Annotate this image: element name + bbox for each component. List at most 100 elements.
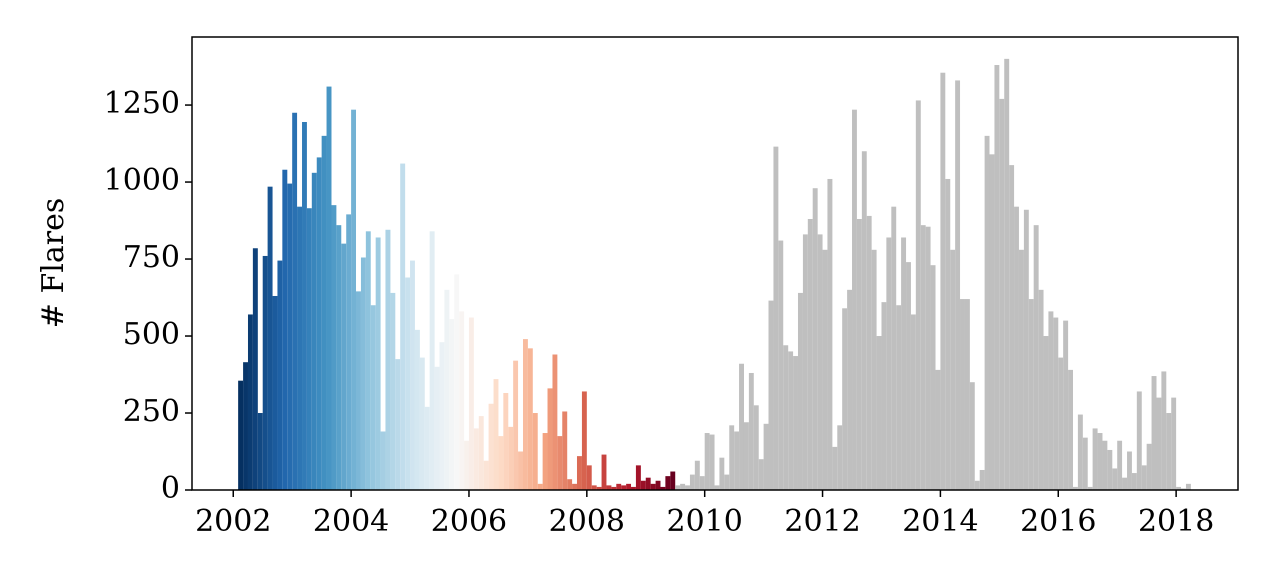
bar	[631, 486, 636, 490]
bar	[1018, 249, 1024, 490]
bar	[945, 178, 951, 491]
bar	[316, 157, 322, 491]
y-tick-label: 500	[123, 317, 180, 352]
bar	[1023, 209, 1029, 490]
x-tick-label: 2016	[1020, 504, 1096, 539]
bar	[1102, 440, 1108, 490]
bar	[277, 260, 283, 490]
bar	[1048, 311, 1054, 490]
bar	[1151, 376, 1157, 490]
bar	[950, 249, 956, 490]
bar	[606, 485, 612, 490]
bar	[822, 249, 828, 490]
bar	[385, 229, 391, 491]
bar	[704, 433, 710, 490]
bar	[999, 98, 1005, 490]
bar	[1053, 317, 1059, 490]
bar	[906, 262, 911, 490]
bar	[567, 479, 573, 490]
bar	[925, 226, 931, 490]
bar	[734, 431, 740, 490]
bar	[586, 465, 592, 490]
bar	[419, 357, 425, 490]
bar	[626, 483, 632, 490]
bar	[287, 183, 293, 490]
bar	[454, 274, 460, 490]
bar	[969, 382, 975, 490]
y-tick-label: 1250	[104, 86, 180, 121]
bar	[1004, 58, 1010, 491]
bar	[964, 299, 970, 490]
bar	[552, 354, 558, 490]
bar	[758, 459, 764, 490]
bar	[444, 289, 450, 490]
bar	[351, 109, 357, 490]
bar	[557, 436, 563, 490]
bar	[439, 342, 445, 490]
bar	[1072, 486, 1078, 490]
bar	[989, 154, 995, 490]
bar	[542, 433, 548, 490]
bar	[523, 339, 528, 490]
bar	[252, 248, 258, 490]
bar	[473, 428, 479, 490]
bar	[611, 486, 617, 490]
x-tick-label: 2004	[313, 504, 389, 539]
bar	[1181, 488, 1186, 490]
bar	[572, 483, 577, 490]
bar	[689, 474, 695, 490]
bar	[429, 231, 435, 490]
bar	[1063, 320, 1069, 490]
bar	[1117, 440, 1123, 490]
bar	[1082, 437, 1088, 490]
bar	[994, 65, 1000, 490]
bar	[321, 135, 327, 491]
bar	[802, 234, 808, 490]
bar	[675, 485, 681, 490]
bar	[812, 188, 818, 490]
bar	[743, 422, 749, 490]
bar	[685, 485, 690, 490]
y-tick-label: 750	[123, 240, 180, 275]
bar	[832, 446, 838, 490]
bar	[694, 460, 700, 490]
bar	[267, 186, 273, 490]
bar	[842, 308, 848, 490]
bar	[866, 215, 872, 490]
bar	[896, 305, 902, 490]
bar	[537, 483, 543, 490]
x-tick-label: 2012	[784, 504, 860, 539]
bar	[871, 249, 877, 490]
bar	[1131, 473, 1137, 490]
bar	[478, 416, 484, 490]
bar	[498, 436, 504, 490]
bar	[807, 219, 813, 491]
bar	[1068, 369, 1073, 490]
bar	[621, 485, 627, 490]
bar	[262, 255, 268, 490]
bar	[257, 413, 263, 490]
bar	[326, 86, 332, 490]
bar	[1161, 371, 1167, 490]
bar	[424, 406, 430, 490]
bar	[243, 362, 248, 490]
bar	[891, 206, 897, 490]
bar	[940, 72, 946, 490]
bar	[1141, 465, 1147, 490]
bar	[532, 413, 538, 490]
bar	[719, 457, 725, 490]
bar	[1097, 433, 1103, 490]
bar	[400, 163, 406, 490]
bar	[1009, 165, 1015, 490]
bar	[650, 483, 656, 490]
bar	[459, 311, 465, 490]
bar	[390, 292, 396, 490]
bar	[797, 292, 803, 490]
bar	[699, 476, 705, 490]
bar	[817, 234, 823, 490]
bar	[930, 265, 936, 490]
x-tick-label: 2014	[902, 504, 978, 539]
bar	[410, 260, 415, 490]
bar	[434, 366, 440, 490]
